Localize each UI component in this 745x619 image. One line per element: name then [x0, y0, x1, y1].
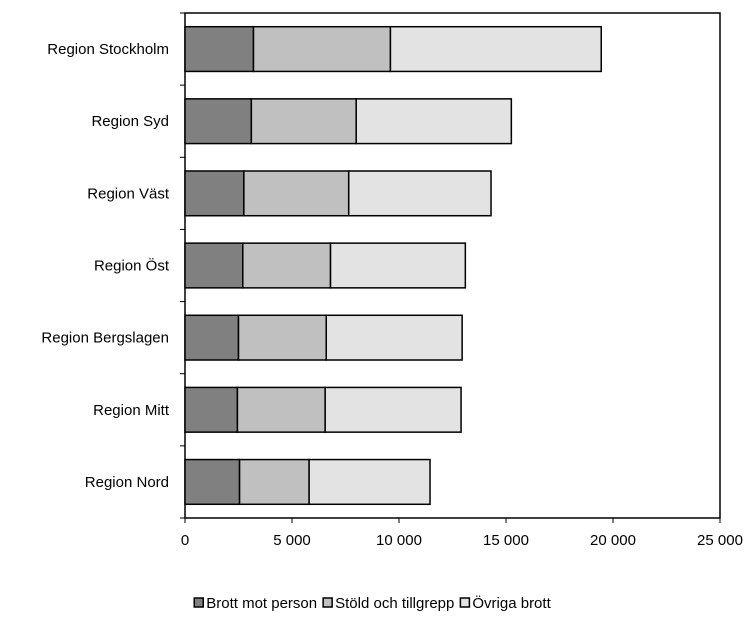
legend-swatch-brott-mot-person — [193, 597, 204, 608]
category-label-region-syd: Region Syd — [91, 113, 169, 130]
bar-region-syd-brott-mot-person — [184, 98, 253, 145]
bar-region-syd-stold-och-tillgrepp — [250, 98, 357, 145]
bar-region-stockholm-brott-mot-person — [184, 25, 255, 73]
y-axis: Region Stockholm Region Syd Region Väst Reg… — [41, 12, 185, 519]
bar-region-bergslagen-stold-och-tillgrepp — [237, 314, 327, 361]
bar-region-bergslagen-ovriga-brott — [325, 314, 463, 361]
x-tick-label: 25 000 — [697, 532, 743, 549]
bar-region-ost-ovriga-brott — [329, 242, 467, 289]
x-tick-label: 5 000 — [273, 532, 311, 549]
legend-label-stold-och-tillgrepp: Stöld och tillgrepp — [335, 595, 454, 612]
category-label-region-mitt: Region Mitt — [93, 402, 170, 419]
legend-swatch-ovriga-brott — [459, 597, 471, 608]
bar-region-nord-brott-mot-person — [184, 458, 241, 506]
legend-label-ovriga-brott: Övriga brott — [472, 594, 551, 612]
bar-region-bergslagen-brott-mot-person — [184, 314, 240, 361]
category-label-region-bergslagen: Region Bergslagen — [41, 330, 169, 347]
x-tick-label: 0 — [181, 532, 189, 549]
legend-label-brott-mot-person: Brott mot person — [206, 595, 317, 612]
legend: Brott mot person Stöld och tillgrepp Övrig… — [193, 594, 552, 612]
x-tick-label: 15 000 — [483, 532, 529, 549]
bar-region-nord-stold-och-tillgrepp — [238, 458, 310, 506]
bar-region-mitt-ovriga-brott — [324, 386, 462, 433]
bar-region-ost-stold-och-tillgrepp — [242, 242, 332, 289]
x-tick-label: 10 000 — [376, 532, 422, 549]
bars-group — [184, 25, 602, 506]
bar-region-syd-ovriga-brott — [355, 98, 513, 145]
category-label-region-stockholm: Region Stockholm — [47, 41, 169, 58]
bar-region-vast-ovriga-brott — [347, 170, 492, 217]
bar-region-mitt-stold-och-tillgrepp — [236, 386, 326, 433]
bar-region-mitt-brott-mot-person — [184, 386, 239, 433]
bar-region-ost-brott-mot-person — [184, 242, 244, 289]
legend-swatch-stold-och-tillgrepp — [322, 597, 333, 608]
category-label-region-nord: Region Nord — [85, 474, 169, 491]
bar-region-vast-brott-mot-person — [184, 170, 245, 217]
x-axis: 0 5 000 10 000 15 000 20 000 25 000 — [181, 518, 743, 549]
bar-region-nord-ovriga-brott — [308, 458, 431, 506]
bar-region-vast-stold-och-tillgrepp — [243, 170, 350, 217]
category-label-region-vast: Region Väst — [87, 185, 170, 202]
bar-region-stockholm-stold-och-tillgrepp — [252, 25, 392, 73]
bar-region-stockholm-ovriga-brott — [389, 25, 602, 73]
x-tick-label: 20 000 — [590, 532, 636, 549]
category-label-region-ost: Region Öst — [94, 257, 170, 275]
